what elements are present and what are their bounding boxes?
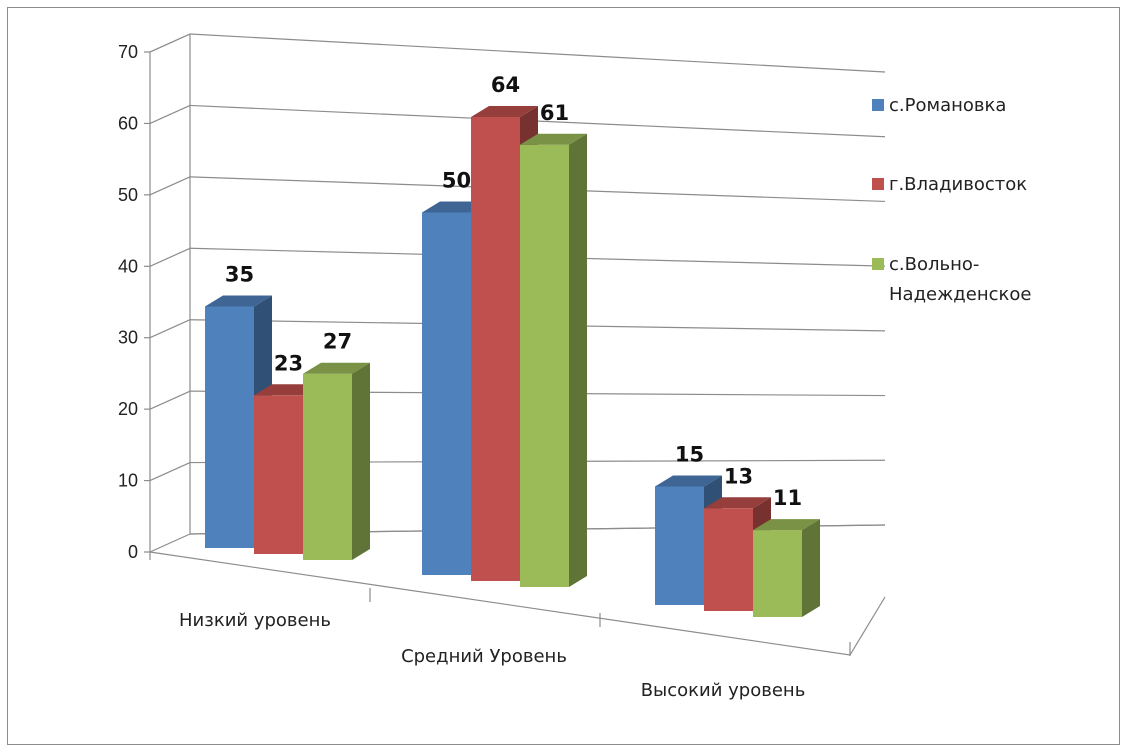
x-category-label: Низкий уровень [179, 610, 331, 631]
y-axis: 0 10 20 30 40 50 60 70 [118, 42, 151, 562]
data-label: 50 [442, 169, 471, 193]
data-label: 27 [323, 330, 352, 354]
bar [520, 144, 569, 587]
legend-swatch [872, 258, 884, 270]
bar [303, 373, 352, 560]
gridline-side [149, 390, 191, 410]
gridline-side [149, 176, 191, 196]
legend-label: Надежденское [889, 284, 1031, 305]
data-label: 23 [274, 351, 303, 375]
bar-top [704, 497, 771, 509]
x-category-label: Высокий уровень [641, 680, 806, 701]
bar [655, 486, 704, 605]
legend-label: г.Владивосток [889, 174, 1027, 195]
bar [704, 508, 753, 611]
bar [422, 212, 471, 575]
bar-top [303, 362, 370, 374]
legend-label: с.Вольно- [889, 254, 979, 275]
gridline-side [149, 319, 191, 339]
y-tick-label: 10 [118, 471, 138, 491]
y-tick-label: 30 [118, 328, 138, 348]
legend: с.Романовка г.Владивосток с.Вольно- Надежде… [872, 95, 1031, 305]
data-label: 11 [773, 486, 802, 510]
legend-label: с.Романовка [889, 95, 1006, 116]
data-label: 13 [724, 464, 753, 488]
bar-top [655, 475, 722, 487]
bar-side [352, 362, 370, 560]
gridline-side [149, 33, 191, 53]
x-axis: Низкий уровень Средний Уровень Высокий уро… [149, 552, 851, 701]
bar-top [520, 133, 587, 145]
bar [205, 306, 254, 548]
gridline-side [149, 247, 191, 267]
data-label: 15 [675, 443, 704, 467]
gridline-side [149, 462, 191, 482]
data-label: 64 [491, 73, 520, 97]
gridline-side [149, 533, 191, 553]
y-tick-label: 70 [118, 42, 138, 62]
y-tick-label: 0 [128, 542, 138, 562]
y-tick-label: 40 [118, 256, 138, 276]
data-label: 35 [225, 263, 254, 287]
bar-side [569, 133, 587, 587]
legend-swatch [872, 99, 884, 111]
bar-side [802, 519, 820, 617]
y-tick-label: 60 [118, 113, 138, 133]
bar-top [471, 106, 538, 117]
data-labels: 35 23 27 50 64 61 15 13 11 [225, 73, 802, 510]
bar [471, 117, 520, 581]
bar-top [753, 519, 820, 531]
x-category-label: Средний Уровень [401, 646, 567, 667]
bar-top [205, 295, 272, 307]
y-tick-label: 20 [118, 399, 138, 419]
gridline-side [149, 104, 191, 124]
bars [205, 106, 820, 617]
gridline [189, 33, 886, 73]
y-tick-label: 50 [118, 185, 138, 205]
data-label: 61 [540, 101, 569, 125]
bar [753, 530, 802, 617]
bar [254, 395, 303, 554]
legend-swatch [872, 178, 884, 190]
